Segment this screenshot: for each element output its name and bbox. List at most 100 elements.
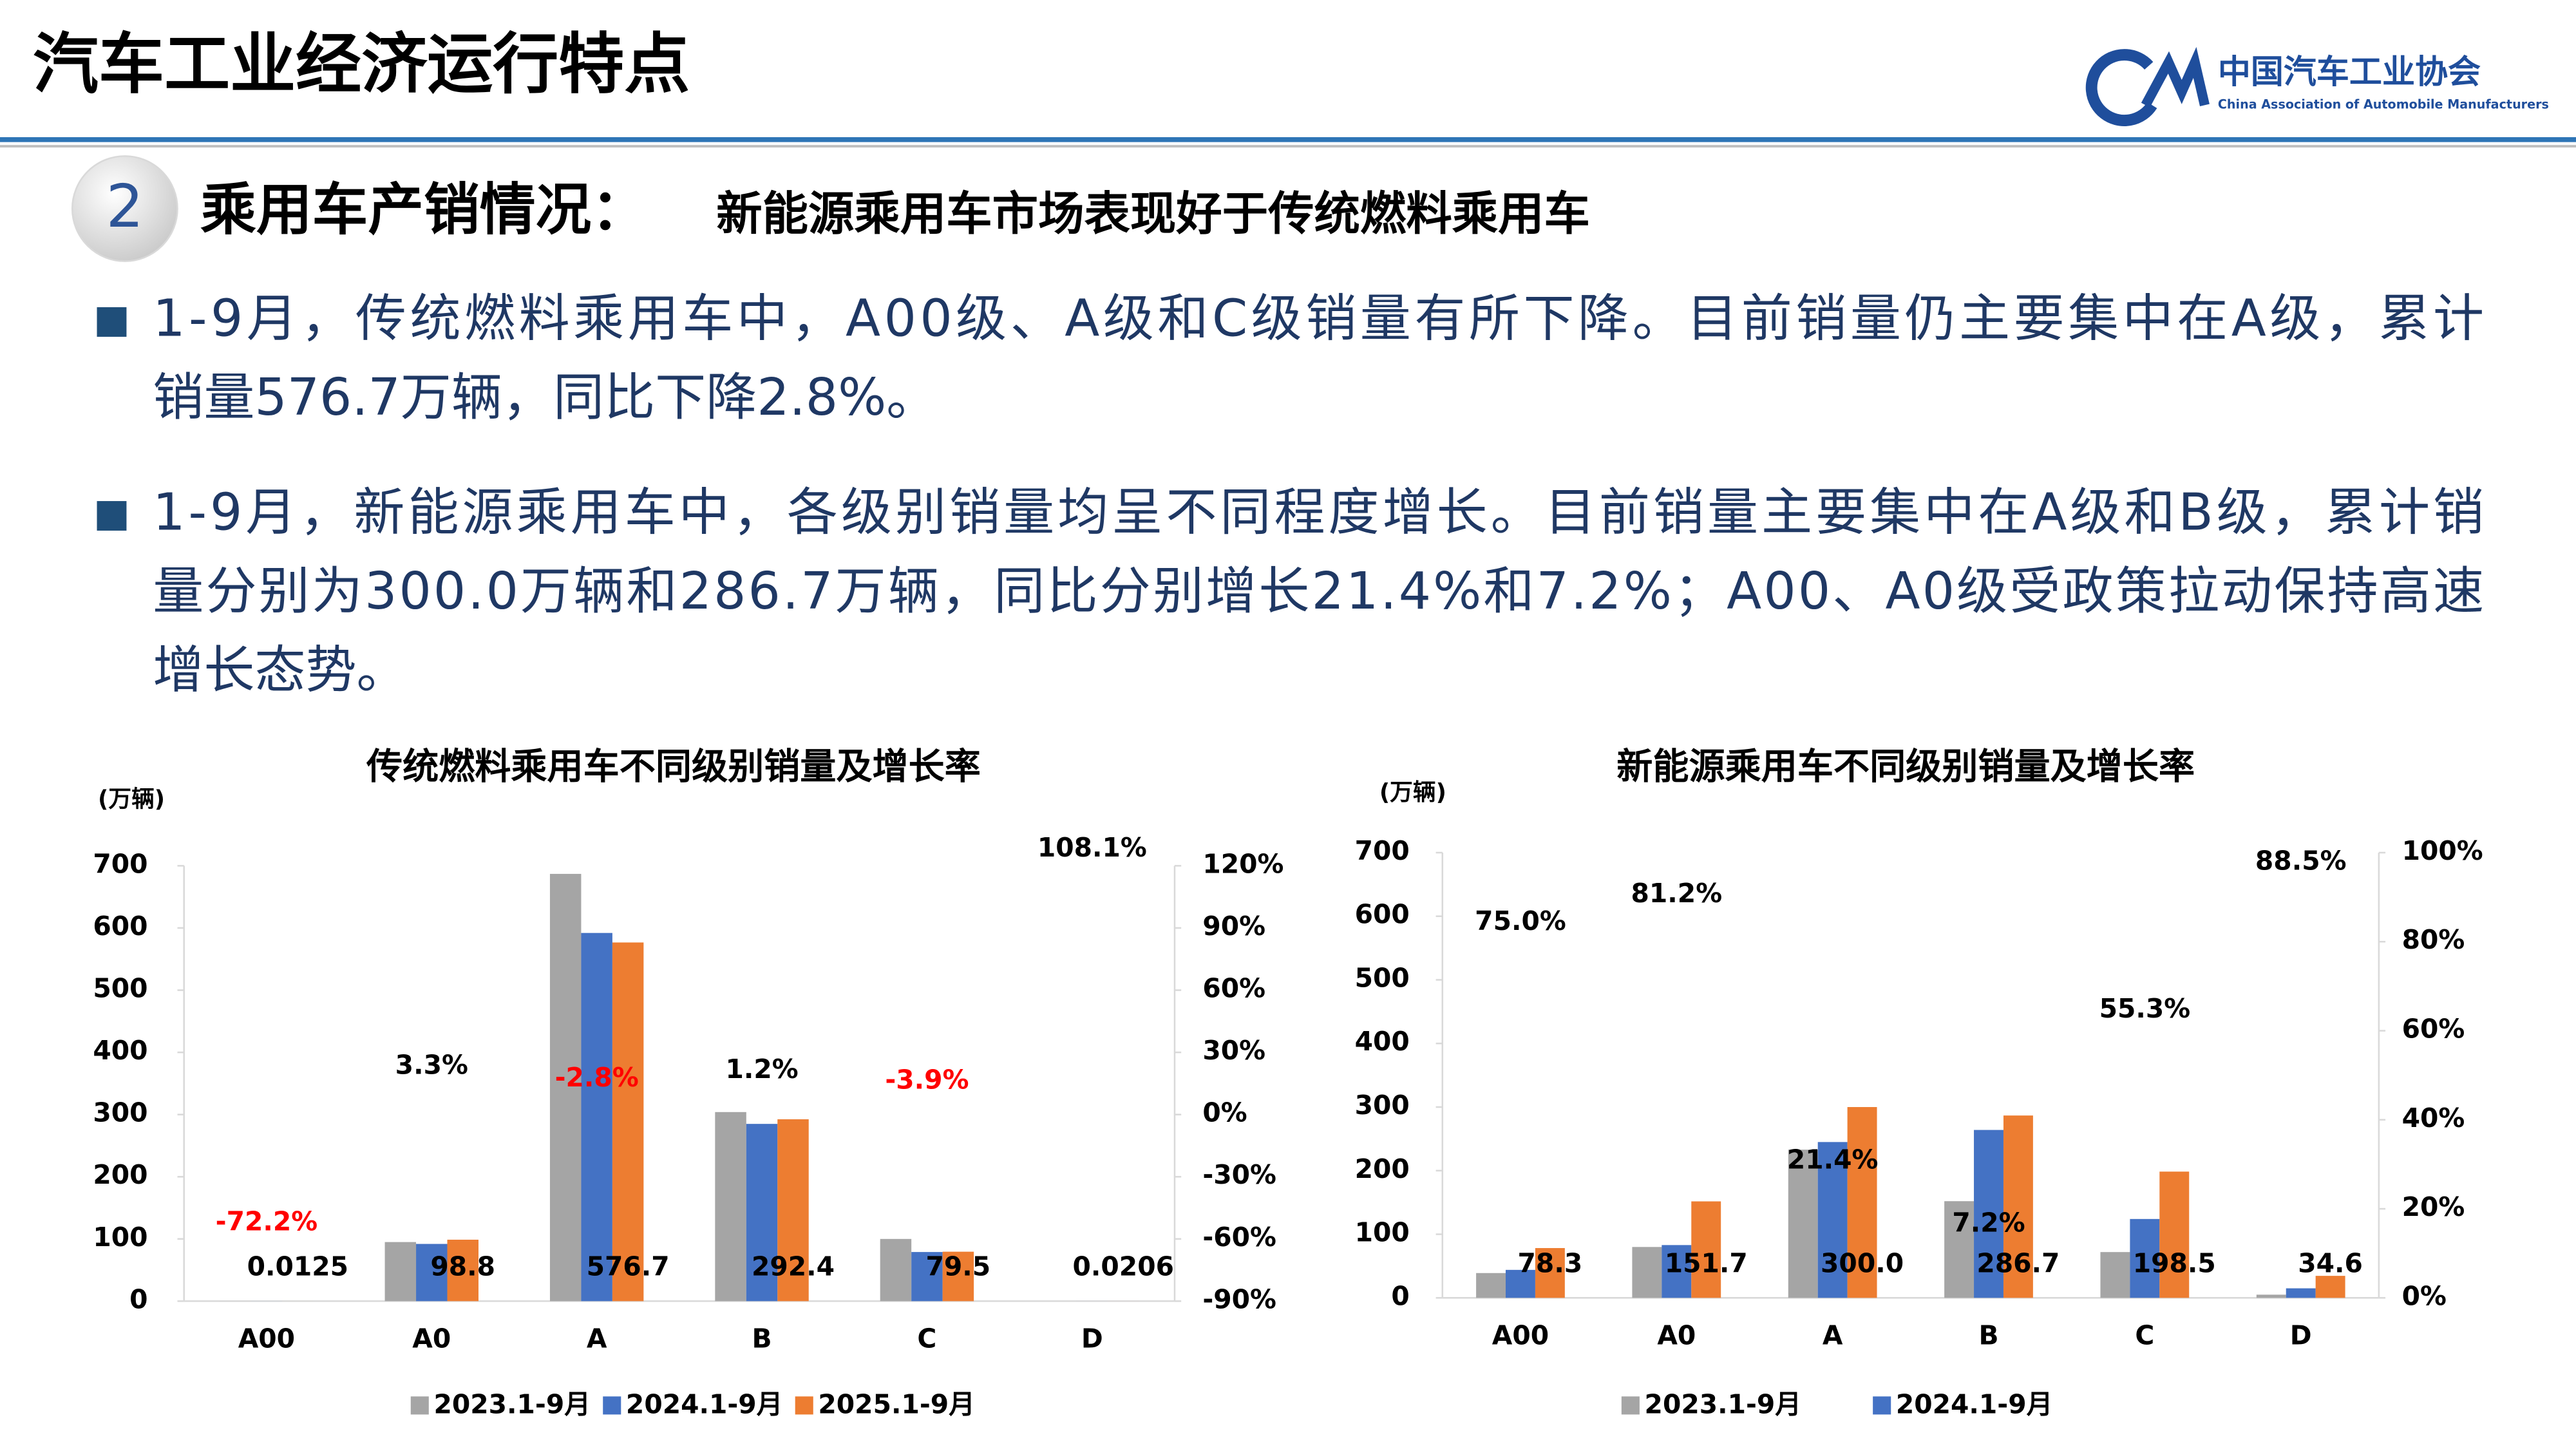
bar	[1632, 1247, 1662, 1298]
bar	[2286, 1288, 2316, 1298]
bar	[1662, 1245, 1692, 1298]
growth-rate-label: 75.0%	[1475, 905, 1566, 936]
bar	[612, 942, 644, 1302]
y-tick-label: 0	[1391, 1280, 1409, 1311]
y2-tick-label: 20%	[2402, 1191, 2465, 1222]
growth-rate-label: 88.5%	[2255, 846, 2347, 876]
bar	[2100, 1252, 2130, 1298]
y2-tick-label: -90%	[1202, 1283, 1276, 1314]
bar	[1817, 1142, 1848, 1298]
x-tick-label: A0	[412, 1323, 451, 1354]
x-tick-label: A	[1823, 1320, 1843, 1351]
logo-mark	[2085, 49, 2157, 126]
y2-tick-label: 0%	[2402, 1280, 2447, 1311]
y2-tick-label: 40%	[2402, 1103, 2465, 1133]
y-tick-label: 100	[1355, 1217, 1410, 1248]
y-tick-label: 0	[129, 1283, 147, 1314]
bar-value-label: 0.0125	[247, 1251, 348, 1282]
x-tick-label: A	[587, 1323, 607, 1354]
growth-rate-label: -72.2%	[216, 1206, 317, 1236]
y-tick-label: 600	[1355, 899, 1410, 930]
logo-subtext: China Association of Automobile Manufact…	[2218, 97, 2549, 112]
x-tick-label: A00	[1492, 1320, 1549, 1351]
bar	[1974, 1130, 2003, 1298]
bar	[746, 1124, 778, 1302]
legend-swatch	[603, 1396, 621, 1415]
y2-tick-label: 80%	[2402, 924, 2465, 955]
chart-title: 新能源乘用车不同级别销量及增长率	[1616, 746, 2195, 788]
y-axis-unit: (万辆)	[1379, 779, 1446, 806]
y2-tick-label: -30%	[1202, 1159, 1276, 1190]
logo: 中国汽车工业协会 China Association of Automobile…	[2085, 46, 2549, 126]
growth-rate-label: 1.2%	[725, 1054, 798, 1084]
y2-tick-label: -60%	[1202, 1222, 1276, 1253]
bullet-text: 量分别为300.0万辆和286.7万辆，同比分别增长21.4%和7.2%；A00…	[153, 562, 2484, 621]
bar	[549, 873, 582, 1302]
y-tick-label: 100	[93, 1222, 147, 1253]
y-tick-label: 700	[93, 848, 147, 879]
bar-value-label: 79.5	[926, 1251, 991, 1282]
bar	[942, 1251, 974, 1302]
bullet-text: 1-9月，传统燃料乘用车中，A00级、A级和C级销量有所下降。目前销量仍主要集中…	[153, 289, 2484, 348]
bullet-marker	[97, 501, 127, 531]
legend-swatch	[410, 1396, 429, 1415]
growth-rate-label: 3.3%	[395, 1049, 468, 1080]
x-tick-label: A00	[238, 1323, 295, 1354]
growth-rate-label: 7.2%	[1952, 1208, 2025, 1238]
bar	[2003, 1115, 2033, 1298]
y-tick-label: 200	[93, 1159, 147, 1190]
y-tick-label: 400	[93, 1035, 147, 1066]
bar	[1944, 1201, 1975, 1298]
bar-value-label: 98.8	[430, 1251, 495, 1282]
bar	[2159, 1171, 2190, 1298]
legend-swatch	[795, 1396, 813, 1415]
chart-title: 传统燃料乘用车不同级别销量及增长率	[366, 746, 981, 788]
bar-value-label: 34.6	[2298, 1247, 2363, 1278]
y2-tick-label: 90%	[1202, 911, 1265, 942]
bar-value-label: 198.5	[2133, 1247, 2216, 1278]
bar-value-label: 576.7	[587, 1251, 670, 1282]
section-badge	[71, 155, 178, 262]
bar-value-label: 292.4	[752, 1251, 835, 1282]
y2-tick-label: 60%	[1202, 973, 1265, 1004]
bar	[1691, 1201, 1721, 1298]
bullets: 1-9月，传统燃料乘用车中，A00级、A级和C级销量有所下降。目前销量仍主要集中…	[97, 289, 2484, 699]
y2-tick-label: 60%	[2402, 1014, 2465, 1045]
legend-swatch	[1621, 1396, 1640, 1415]
bar	[447, 1239, 478, 1302]
bullet-text: 销量576.7万辆，同比下降2.8%。	[153, 368, 937, 427]
page-title: 汽车工业经济运行特点	[33, 26, 690, 103]
y2-tick-label: 30%	[1202, 1035, 1265, 1066]
bar-value-label: 0.0206	[1073, 1251, 1174, 1282]
bar	[777, 1119, 809, 1302]
bar	[715, 1112, 746, 1302]
bar	[1506, 1269, 1535, 1298]
bar	[911, 1252, 943, 1302]
legend-label: 2025.1-9月	[818, 1389, 975, 1420]
y2-tick-label: 120%	[1202, 848, 1283, 879]
legend-swatch	[1873, 1396, 1891, 1415]
growth-rate-label: -3.9%	[885, 1064, 969, 1095]
bar	[1476, 1273, 1506, 1298]
legend-label: 2023.1-9月	[1645, 1389, 1802, 1420]
y-tick-label: 600	[93, 911, 147, 942]
bar	[581, 933, 612, 1302]
y2-tick-label: 100%	[2402, 835, 2483, 866]
y-axis-unit: (万辆)	[98, 786, 165, 812]
y-tick-label: 300	[93, 1097, 147, 1128]
bar	[2315, 1276, 2345, 1298]
bar	[880, 1238, 912, 1302]
x-tick-label: A0	[1657, 1320, 1696, 1351]
bullet-text: 1-9月，新能源乘用车中，各级别销量均呈不同程度增长。目前销量主要集中在A级和B…	[153, 483, 2484, 542]
growth-rate-label: 21.4%	[1787, 1144, 1879, 1175]
growth-rate-label: 55.3%	[2099, 993, 2191, 1024]
logo-mark	[2141, 46, 2210, 108]
bar-value-label: 286.7	[1976, 1247, 2060, 1278]
y-tick-label: 500	[93, 973, 147, 1004]
y-tick-label: 500	[1355, 963, 1410, 994]
y2-tick-label: 0%	[1202, 1097, 1247, 1128]
bar-value-label: 300.0	[1821, 1247, 1904, 1278]
